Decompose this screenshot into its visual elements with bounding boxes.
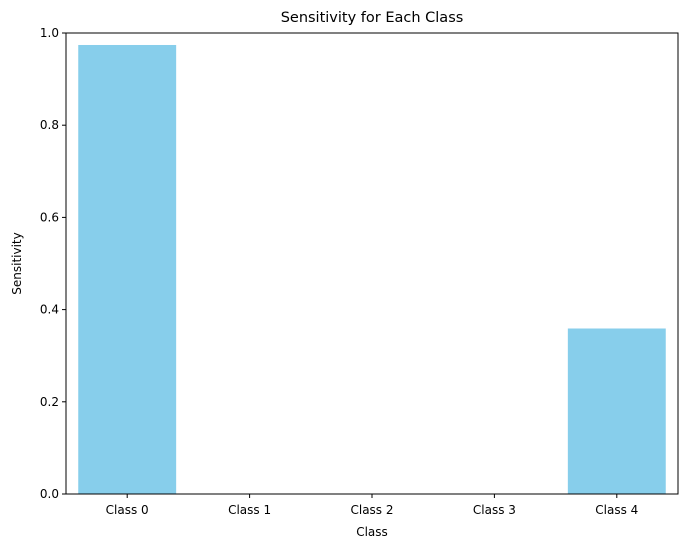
- y-tick-label: 0.8: [40, 118, 59, 132]
- x-axis-label: Class: [356, 525, 388, 539]
- plot-area: Class 0 Class 1 Class 2 Class 3 Class 4 0.0 0.…: [40, 26, 666, 517]
- y-tick-label: 0.4: [40, 303, 59, 317]
- x-tick-label: Class 4: [595, 503, 638, 517]
- y-axis-label: Sensitivity: [10, 232, 24, 294]
- y-tick-label: 0.0: [40, 487, 59, 501]
- x-tick-label: Class 3: [473, 503, 516, 517]
- y-tick-label: 0.6: [40, 210, 59, 224]
- chart-title: Sensitivity for Each Class: [281, 10, 464, 26]
- y-tick-label: 1.0: [40, 26, 59, 40]
- y-tick-label: 0.2: [40, 395, 59, 409]
- plot-frame: [65, 32, 679, 495]
- bar-class-0: [78, 44, 177, 495]
- x-tick-label: Class 2: [350, 503, 393, 517]
- x-tick-label: Class 0: [106, 503, 149, 517]
- x-tick-label: Class 1: [228, 503, 271, 517]
- bar-class-4: [567, 328, 666, 494]
